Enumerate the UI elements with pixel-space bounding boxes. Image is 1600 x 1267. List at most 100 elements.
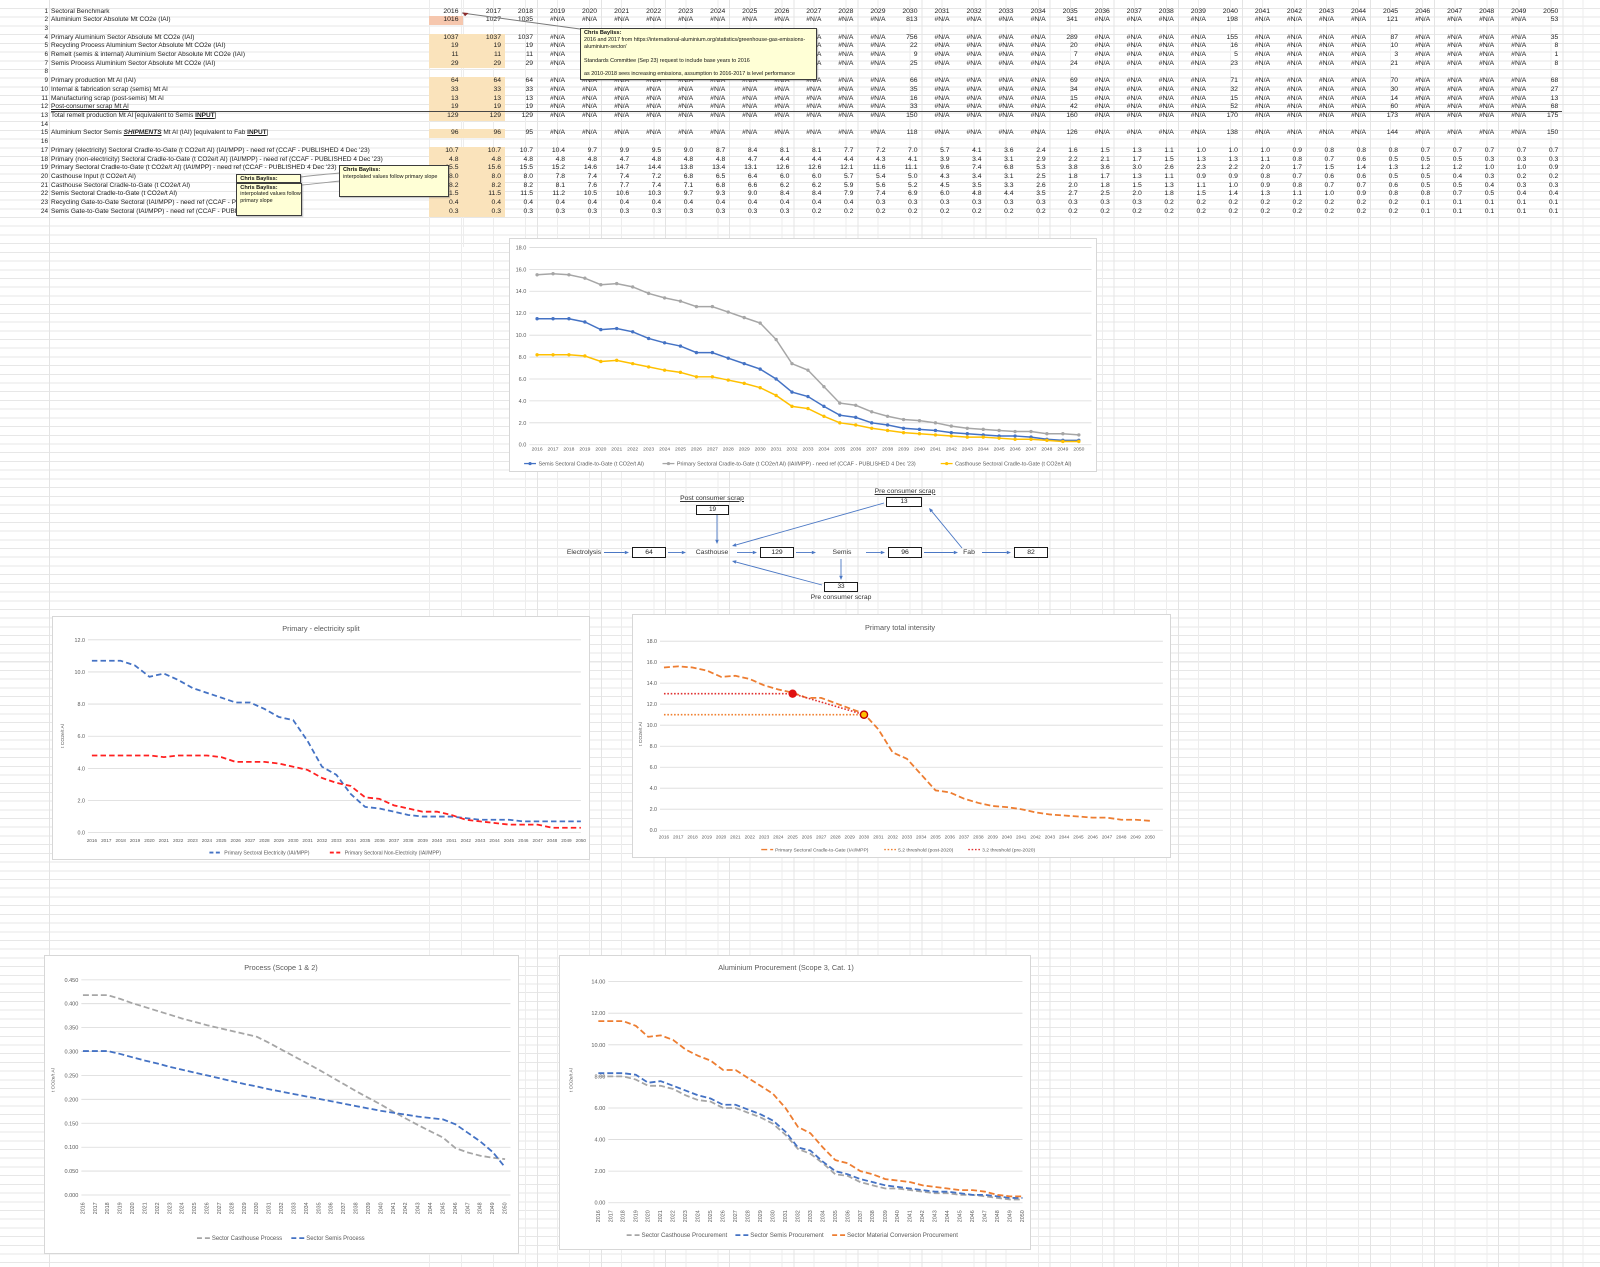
svg-text:2023: 2023 <box>643 447 654 453</box>
svg-text:2034: 2034 <box>346 838 357 843</box>
svg-text:2025: 2025 <box>708 1210 714 1222</box>
svg-text:2026: 2026 <box>721 1210 727 1222</box>
svg-text:2032: 2032 <box>787 447 798 453</box>
svg-text:2050: 2050 <box>1020 1210 1026 1222</box>
svg-text:2042: 2042 <box>403 1202 409 1214</box>
svg-text:2019: 2019 <box>633 1210 639 1222</box>
svg-text:2038: 2038 <box>870 1210 876 1222</box>
svg-text:2030: 2030 <box>755 447 766 453</box>
svg-text:2019: 2019 <box>702 835 713 840</box>
svg-text:2023: 2023 <box>683 1210 689 1222</box>
svg-text:t CO2e/t Al: t CO2e/t Al <box>60 724 66 748</box>
svg-text:12.00: 12.00 <box>591 1011 605 1017</box>
svg-text:2020: 2020 <box>144 838 155 843</box>
svg-text:2037: 2037 <box>959 835 970 840</box>
svg-text:Primary Sectoral Non-Electrici: Primary Sectoral Non-Electricity (IAI/MP… <box>345 851 442 857</box>
svg-text:2047: 2047 <box>1026 447 1037 453</box>
svg-text:8.00: 8.00 <box>594 1074 605 1080</box>
svg-text:2026: 2026 <box>691 447 702 453</box>
svg-text:2045: 2045 <box>994 447 1005 453</box>
svg-text:2035: 2035 <box>360 838 371 843</box>
svg-text:Sector Casthouse Procurement: Sector Casthouse Procurement <box>642 1232 728 1239</box>
svg-text:2018: 2018 <box>115 838 126 843</box>
svg-text:2032: 2032 <box>279 1202 285 1214</box>
svg-text:0.150: 0.150 <box>64 1121 78 1127</box>
svg-text:2048: 2048 <box>995 1210 1001 1222</box>
svg-text:2.00: 2.00 <box>594 1169 605 1175</box>
svg-text:2023: 2023 <box>187 838 198 843</box>
svg-text:2033: 2033 <box>292 1202 298 1214</box>
svg-text:6.0: 6.0 <box>650 765 657 771</box>
svg-text:2036: 2036 <box>374 838 385 843</box>
svg-text:2046: 2046 <box>970 1210 976 1222</box>
svg-text:2044: 2044 <box>489 838 500 843</box>
svg-text:2033: 2033 <box>808 1210 814 1222</box>
svg-text:2049: 2049 <box>1057 447 1068 453</box>
svg-text:t CO2e/t Al: t CO2e/t Al <box>638 722 644 746</box>
svg-text:4.0: 4.0 <box>78 766 85 772</box>
svg-text:2038: 2038 <box>354 1202 360 1214</box>
svg-text:2041: 2041 <box>1016 835 1027 840</box>
svg-text:2024: 2024 <box>696 1210 702 1222</box>
svg-text:2033: 2033 <box>802 447 813 453</box>
svg-text:2050: 2050 <box>1145 835 1156 840</box>
svg-text:Primary total intensity: Primary total intensity <box>865 623 935 632</box>
svg-text:2049: 2049 <box>490 1202 496 1214</box>
svg-text:2025: 2025 <box>192 1202 198 1214</box>
svg-text:2018: 2018 <box>105 1202 111 1214</box>
svg-text:2028: 2028 <box>723 447 734 453</box>
svg-text:2025: 2025 <box>787 835 798 840</box>
svg-text:10.0: 10.0 <box>75 670 85 676</box>
svg-text:2030: 2030 <box>770 1210 776 1222</box>
svg-text:3.2 threshold (pre-2020): 3.2 threshold (pre-2020) <box>982 848 1035 854</box>
svg-text:2045: 2045 <box>958 1210 964 1222</box>
svg-text:2032: 2032 <box>317 838 328 843</box>
svg-text:2031: 2031 <box>267 1202 273 1214</box>
svg-text:2034: 2034 <box>304 1202 310 1214</box>
svg-text:2039: 2039 <box>366 1202 372 1214</box>
svg-text:2040: 2040 <box>378 1202 384 1214</box>
svg-text:2044: 2044 <box>1059 835 1070 840</box>
svg-text:2045: 2045 <box>504 838 515 843</box>
svg-text:2034: 2034 <box>820 1210 826 1222</box>
svg-text:2047: 2047 <box>533 838 544 843</box>
svg-text:4.0: 4.0 <box>650 786 657 792</box>
svg-text:6.0: 6.0 <box>519 377 527 383</box>
svg-text:0.00: 0.00 <box>594 1201 605 1207</box>
svg-text:2029: 2029 <box>845 835 856 840</box>
svg-text:2036: 2036 <box>850 447 861 453</box>
svg-text:0.050: 0.050 <box>64 1169 78 1175</box>
svg-text:2019: 2019 <box>130 838 141 843</box>
svg-text:2020: 2020 <box>130 1202 136 1214</box>
svg-text:2032: 2032 <box>887 835 898 840</box>
svg-text:Sector Semis Procurement: Sector Semis Procurement <box>750 1232 824 1239</box>
svg-text:2027: 2027 <box>816 835 827 840</box>
svg-text:t CO2e/t Al: t CO2e/t Al <box>51 1068 57 1092</box>
svg-text:2021: 2021 <box>143 1202 149 1214</box>
svg-text:2025: 2025 <box>216 838 227 843</box>
svg-text:2036: 2036 <box>945 835 956 840</box>
svg-text:2016: 2016 <box>659 835 670 840</box>
svg-text:Primary Sectoral Electricity (: Primary Sectoral Electricity (IAI/MPP) <box>224 851 309 857</box>
svg-text:0.450: 0.450 <box>64 978 78 984</box>
svg-text:6.0: 6.0 <box>78 734 85 740</box>
svg-text:2022: 2022 <box>155 1202 161 1214</box>
svg-text:2018: 2018 <box>563 447 574 453</box>
svg-text:2021: 2021 <box>730 835 741 840</box>
svg-text:2033: 2033 <box>331 838 342 843</box>
svg-text:2039: 2039 <box>883 1210 889 1222</box>
svg-text:2039: 2039 <box>987 835 998 840</box>
svg-text:2028: 2028 <box>746 1210 752 1222</box>
svg-text:2017: 2017 <box>548 447 559 453</box>
svg-text:0.300: 0.300 <box>64 1050 78 1056</box>
svg-text:2035: 2035 <box>930 835 941 840</box>
svg-text:2022: 2022 <box>745 835 756 840</box>
svg-text:2038: 2038 <box>973 835 984 840</box>
svg-text:12.0: 12.0 <box>75 638 85 644</box>
svg-text:0.400: 0.400 <box>64 1002 78 1008</box>
svg-text:2040: 2040 <box>432 838 443 843</box>
svg-text:Primary Sectoral Cradle-to-Gat: Primary Sectoral Cradle-to-Gate (IAI/MPP… <box>775 848 869 854</box>
svg-text:2020: 2020 <box>595 447 606 453</box>
svg-text:2050: 2050 <box>1073 447 1084 453</box>
svg-text:2037: 2037 <box>858 1210 864 1222</box>
